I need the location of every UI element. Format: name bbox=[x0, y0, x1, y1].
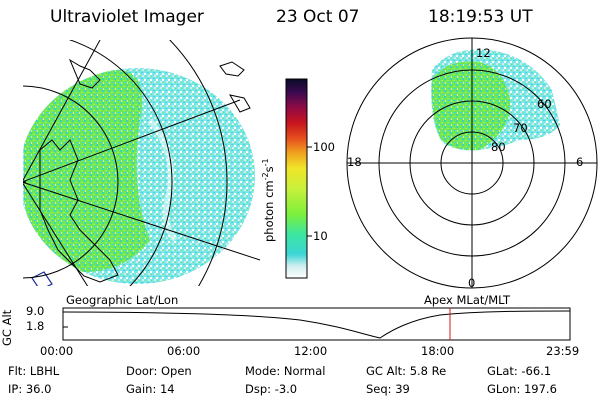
colorbar-tick-label: 10 bbox=[313, 229, 328, 243]
alt-ylabel: GC Alt bbox=[0, 309, 14, 346]
alt-xtick: 18:00 bbox=[421, 344, 455, 358]
mlt-label-0: 0 bbox=[468, 276, 476, 290]
footer-gcalt: GC Alt: 5.8 Re bbox=[366, 364, 447, 378]
alt-ytick: 9.0 bbox=[26, 304, 45, 318]
footer-door: Door: Open bbox=[126, 364, 192, 378]
footer-mode: Mode: Normal bbox=[245, 364, 326, 378]
alt-xtick: 23:59 bbox=[546, 344, 580, 358]
aurora-emission-region bbox=[24, 69, 150, 272]
latitude-circle bbox=[68, 40, 173, 286]
mlat-label-60: 60 bbox=[537, 97, 552, 111]
meridian-line bbox=[23, 182, 89, 286]
header-time: 18:19:53 UT bbox=[428, 7, 533, 27]
footer-seq: Seq: 39 bbox=[366, 382, 410, 396]
footer-gain: Gain: 14 bbox=[126, 382, 175, 396]
alt-xtick: 06:00 bbox=[167, 344, 201, 358]
header-date: 23 Oct 07 bbox=[276, 7, 360, 27]
latitude-circle bbox=[23, 85, 119, 279]
mlt-label-18: 18 bbox=[347, 155, 362, 169]
latitude-circle bbox=[169, 40, 228, 286]
geographic-label: Geographic Lat/Lon bbox=[66, 293, 179, 307]
mlat-label-70: 70 bbox=[513, 121, 528, 135]
meridian-line bbox=[23, 181, 261, 261]
colorbar bbox=[285, 78, 308, 279]
colorbar-unit-label: photon cm-2s-1 bbox=[261, 158, 276, 242]
altitude-plot-frame bbox=[62, 307, 571, 341]
mlt-label-6: 6 bbox=[576, 155, 584, 169]
mlt-label-12: 12 bbox=[476, 46, 491, 60]
altitude-curve bbox=[62, 310, 571, 339]
instrument-title: Ultraviolet Imager bbox=[50, 7, 204, 27]
alt-xtick: 00:00 bbox=[40, 344, 74, 358]
footer-glat: GLat: -66.1 bbox=[487, 364, 552, 378]
meridian-line bbox=[23, 99, 241, 183]
meridian-line bbox=[23, 40, 101, 182]
colorbar-tick-label: 100 bbox=[313, 140, 335, 154]
polar-mlat-mlt bbox=[346, 37, 598, 289]
geographic-map bbox=[23, 40, 261, 286]
mlat-label-80: 80 bbox=[491, 140, 506, 154]
footer-flt: Flt: LBHL bbox=[8, 364, 60, 378]
footer-glon: GLon: 197.6 bbox=[487, 382, 557, 396]
footer-dsp: Dsp: -3.0 bbox=[245, 382, 298, 396]
alt-ytick: 1.8 bbox=[26, 319, 45, 333]
alt-xtick: 12:00 bbox=[294, 344, 328, 358]
footer-ip: IP: 36.0 bbox=[8, 382, 52, 396]
polar-aurora-oval bbox=[431, 61, 511, 151]
apex-label: Apex MLat/MLT bbox=[424, 293, 511, 307]
